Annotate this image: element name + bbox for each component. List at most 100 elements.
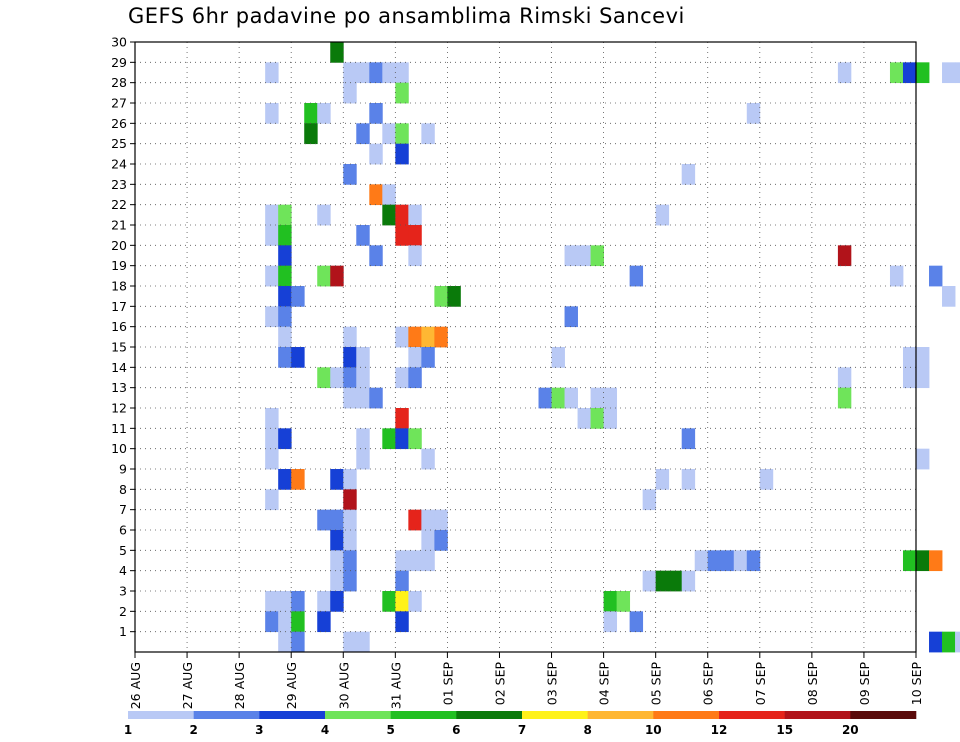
heatmap-cell: [655, 469, 670, 490]
heatmap-cell: [278, 631, 292, 653]
heatmap-cell: [382, 428, 396, 450]
heatmap-cell: [369, 103, 383, 124]
heatmap-cell: [916, 62, 930, 84]
heatmap-cell: [304, 103, 318, 124]
colorbar-swatch: [456, 711, 523, 719]
heatmap-cell: [278, 204, 292, 226]
heatmap-cell: [590, 245, 604, 267]
y-tick-label: 22: [111, 197, 127, 212]
colorbar-swatch: [850, 711, 917, 719]
colorbar-swatch: [522, 711, 588, 719]
heatmap-cell: [343, 164, 357, 185]
y-tick-label: 29: [111, 55, 127, 70]
heatmap-cell: [356, 367, 370, 389]
heatmap-cell: [265, 489, 279, 511]
y-tick-label: 6: [119, 523, 127, 538]
heatmap-cell: [395, 570, 409, 592]
x-tick-label: 02 SEP: [493, 662, 508, 706]
heatmap-cell: [395, 408, 409, 429]
y-tick-label: 25: [111, 136, 127, 151]
heatmap-cell: [356, 387, 370, 409]
heatmap-cell: [343, 62, 357, 84]
heatmap-cell: [395, 326, 409, 348]
x-tick-label: 07 SEP: [753, 662, 768, 706]
heatmap-cell: [382, 204, 396, 226]
heatmap-cell: [408, 245, 422, 267]
heatmap-cell: [629, 265, 644, 287]
x-tick-label: 04 SEP: [597, 662, 612, 706]
heatmap-cell: [356, 225, 370, 246]
colorbar-label: 2: [190, 723, 198, 737]
heatmap-cell: [929, 631, 943, 653]
heatmap-cell: [278, 306, 292, 328]
heatmap-cell: [837, 245, 852, 267]
y-axis: 1234567891011121314151617181920212223242…: [111, 35, 135, 639]
heatmap-cell: [434, 530, 448, 551]
heatmap-cell: [603, 387, 618, 409]
heatmap-cell: [590, 408, 604, 429]
heatmap-cell: [343, 326, 357, 348]
heatmap-cell: [330, 367, 344, 389]
heatmap-cell: [369, 245, 383, 267]
y-tick-label: 20: [111, 238, 127, 253]
heatmap-cell: [369, 62, 383, 84]
heatmap-cell: [278, 225, 292, 246]
heatmap-cell: [291, 631, 305, 653]
heatmap-cell: [837, 62, 852, 84]
y-tick-label: 17: [111, 299, 127, 314]
heatmap-cell: [382, 591, 396, 612]
heatmap-cell: [343, 82, 357, 104]
heatmap-cell: [408, 509, 422, 531]
heatmap-cell: [278, 245, 292, 267]
heatmap-cell: [408, 550, 422, 572]
heatmap-cell: [603, 611, 618, 633]
heatmap-cell: [629, 611, 644, 633]
heatmap-cell: [681, 469, 696, 490]
heatmap-cell: [317, 611, 331, 633]
heatmap-cell: [343, 550, 357, 572]
x-tick-label: 31 AUG: [388, 662, 403, 709]
heatmap-cell: [278, 611, 292, 633]
heatmap-cell: [694, 550, 709, 572]
colorbar-swatch: [128, 711, 194, 719]
y-tick-label: 30: [111, 35, 127, 50]
heatmap-cell: [330, 530, 344, 551]
heatmap-cell: [447, 286, 461, 307]
heatmap-cell: [395, 367, 409, 389]
y-tick-label: 15: [111, 340, 127, 355]
colorbar-swatch: [784, 711, 851, 719]
heatmap-cell: [265, 591, 279, 612]
heatmap-cell: [733, 550, 748, 572]
y-tick-label: 13: [111, 380, 127, 395]
heatmap-cell: [408, 326, 422, 348]
heatmap-cell: [343, 387, 357, 409]
heatmap-cell: [395, 611, 409, 633]
heatmap-cell: [889, 265, 904, 287]
heatmap-cell: [395, 225, 409, 246]
heatmap-cell: [408, 225, 422, 246]
heatmap-cell: [317, 265, 331, 287]
x-tick-label: 03 SEP: [545, 662, 560, 706]
x-tick-label: 28 AUG: [232, 662, 247, 709]
heatmap-cell: [265, 265, 279, 287]
heatmap-cell: [369, 387, 383, 409]
heatmap-cell: [942, 631, 956, 653]
heatmap-cell: [916, 550, 930, 572]
y-tick-label: 18: [111, 279, 127, 294]
heatmap-cell: [942, 286, 956, 307]
heatmap-cell: [421, 347, 435, 368]
y-tick-label: 12: [111, 401, 127, 416]
heatmap-cell: [746, 550, 761, 572]
heatmap-cell: [356, 347, 370, 368]
colorbar-swatch: [653, 711, 720, 719]
heatmap-cell: [642, 489, 657, 511]
heatmap-cell: [330, 265, 344, 287]
heatmap-cell: [655, 570, 670, 592]
heatmap-cell: [265, 448, 279, 470]
heatmap-cell: [421, 448, 435, 470]
heatmap-cell: [278, 347, 292, 368]
heatmap-cell: [304, 123, 318, 145]
heatmap-cell: [356, 62, 370, 84]
y-tick-label: 28: [111, 75, 127, 90]
